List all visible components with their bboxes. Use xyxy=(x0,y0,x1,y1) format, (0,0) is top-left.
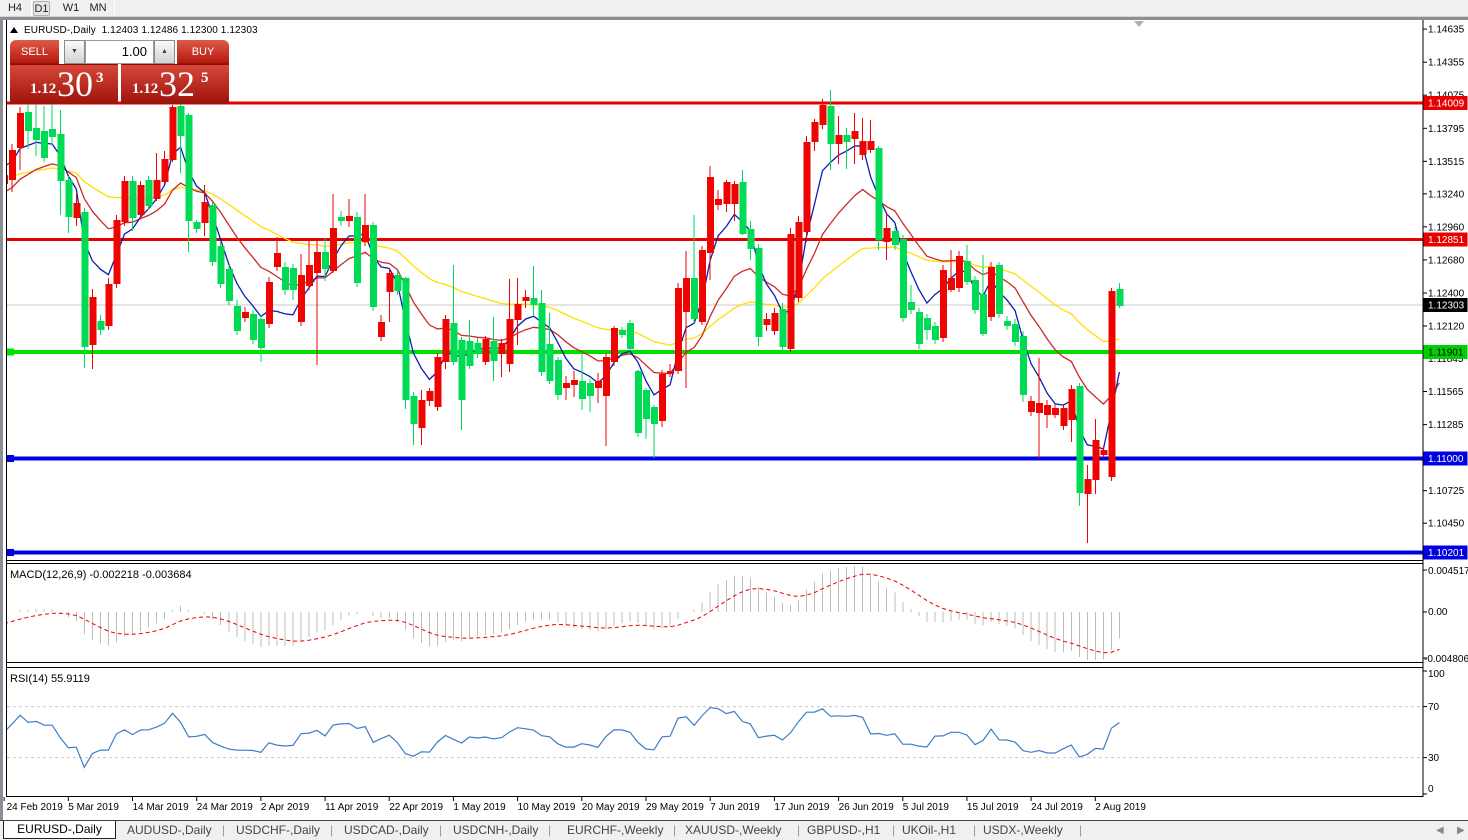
svg-text:0: 0 xyxy=(1428,784,1434,795)
svg-text:1.11901: 1.11901 xyxy=(1428,348,1464,359)
svg-text:1.13240: 1.13240 xyxy=(1428,189,1465,200)
svg-text:24 Feb 2019: 24 Feb 2019 xyxy=(7,802,64,813)
svg-text:24 Jul 2019: 24 Jul 2019 xyxy=(1031,802,1083,813)
svg-text:1.11845: 1.11845 xyxy=(1428,354,1464,365)
svg-text:7 Jun 2019: 7 Jun 2019 xyxy=(710,802,760,813)
svg-text:11 Apr 2019: 11 Apr 2019 xyxy=(325,802,379,813)
svg-text:1.10450: 1.10450 xyxy=(1428,519,1465,530)
svg-text:15 Jul 2019: 15 Jul 2019 xyxy=(967,802,1019,813)
svg-text:1.12960: 1.12960 xyxy=(1428,222,1465,233)
svg-text:0.004517: 0.004517 xyxy=(1428,566,1468,577)
svg-text:RSI(14) 55.9119: RSI(14) 55.9119 xyxy=(10,673,90,685)
svg-text:29 May 2019: 29 May 2019 xyxy=(646,802,704,813)
svg-text:100: 100 xyxy=(1428,669,1445,680)
svg-text:1.14009: 1.14009 xyxy=(1428,99,1465,110)
svg-text:1.11000: 1.11000 xyxy=(1428,454,1464,465)
svg-text:1.13515: 1.13515 xyxy=(1428,157,1465,168)
svg-text:-0.004806: -0.004806 xyxy=(1424,654,1468,665)
svg-text:22 Apr 2019: 22 Apr 2019 xyxy=(389,802,443,813)
svg-text:1.11565: 1.11565 xyxy=(1428,387,1464,398)
svg-text:5 Jul 2019: 5 Jul 2019 xyxy=(903,802,950,813)
svg-text:1 May 2019: 1 May 2019 xyxy=(453,802,506,813)
svg-text:1.12303: 1.12303 xyxy=(1428,301,1465,312)
svg-text:MACD(12,26,9) -0.002218 -0.003: MACD(12,26,9) -0.002218 -0.003684 xyxy=(10,569,192,581)
svg-text:1.14355: 1.14355 xyxy=(1428,58,1465,69)
svg-text:1.12680: 1.12680 xyxy=(1428,255,1465,266)
svg-text:1.10725: 1.10725 xyxy=(1428,486,1465,497)
svg-text:1.12400: 1.12400 xyxy=(1428,289,1465,300)
svg-text:26 Jun 2019: 26 Jun 2019 xyxy=(839,802,894,813)
svg-text:14 Mar 2019: 14 Mar 2019 xyxy=(133,802,190,813)
svg-text:1.12851: 1.12851 xyxy=(1428,235,1465,246)
svg-text:10 May 2019: 10 May 2019 xyxy=(518,802,576,813)
svg-text:1.14635: 1.14635 xyxy=(1428,25,1465,36)
svg-text:EURUSD-,Daily 1.12403 1.12486: EURUSD-,Daily 1.12403 1.12486 1.12300 1.… xyxy=(24,25,258,36)
svg-text:1.10201: 1.10201 xyxy=(1428,548,1465,559)
svg-text:70: 70 xyxy=(1428,702,1440,713)
svg-text:20 May 2019: 20 May 2019 xyxy=(582,802,640,813)
svg-text:1.13795: 1.13795 xyxy=(1428,124,1465,135)
svg-text:1.12120: 1.12120 xyxy=(1428,322,1465,333)
svg-text:30: 30 xyxy=(1428,753,1440,764)
svg-text:17 Jun 2019: 17 Jun 2019 xyxy=(774,802,829,813)
svg-text:2 Apr 2019: 2 Apr 2019 xyxy=(261,802,310,813)
svg-text:1.11285: 1.11285 xyxy=(1428,420,1464,431)
svg-text:24 Mar 2019: 24 Mar 2019 xyxy=(197,802,254,813)
svg-text:5 Mar 2019: 5 Mar 2019 xyxy=(68,802,119,813)
svg-text:2 Aug 2019: 2 Aug 2019 xyxy=(1095,802,1146,813)
svg-text:0.00: 0.00 xyxy=(1428,607,1448,618)
